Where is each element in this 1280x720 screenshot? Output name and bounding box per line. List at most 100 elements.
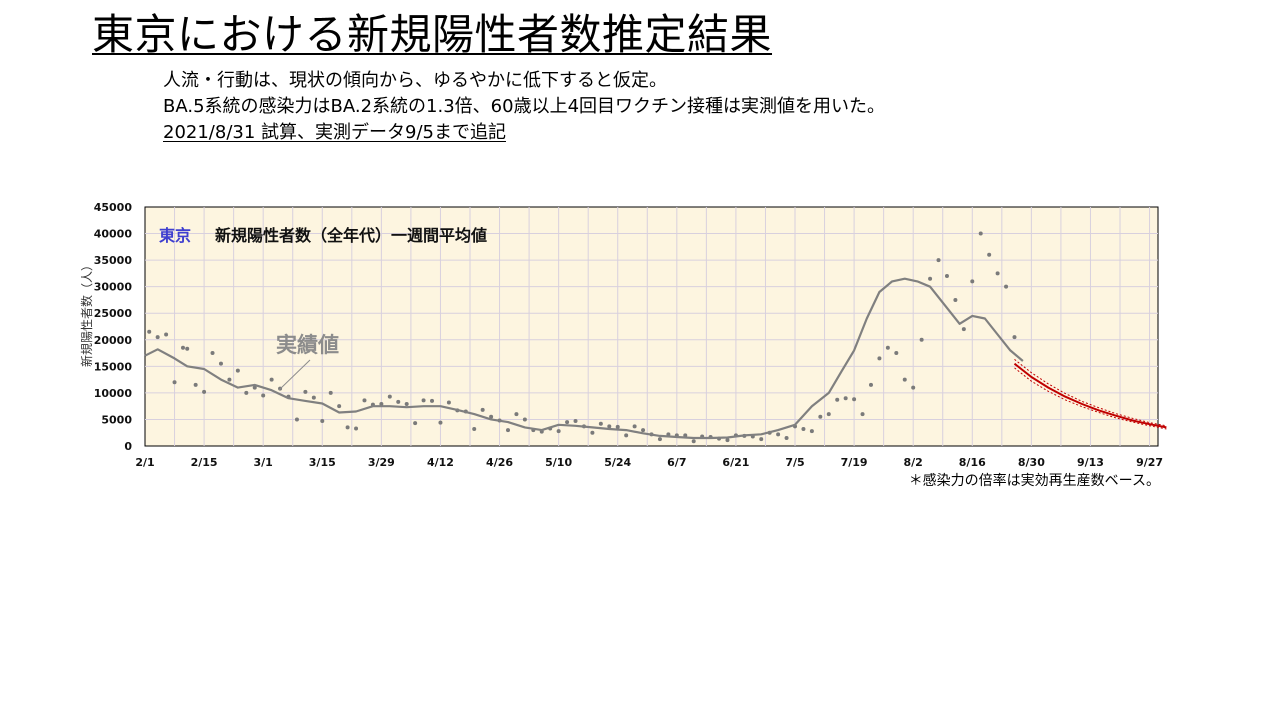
daily-count-point: [180, 345, 185, 350]
daily-count-point: [818, 414, 823, 419]
tokyo-cases-chart: 0 5000 10000 15000 20000 25000 30000 35000 40000…: [79, 201, 1167, 469]
daily-count-point: [835, 397, 840, 402]
daily-count-point: [235, 368, 240, 373]
daily-count-point: [691, 439, 696, 444]
daily-count-point: [759, 437, 764, 442]
daily-count-point: [995, 271, 1000, 276]
daily-count-point: [911, 385, 916, 390]
daily-count-point: [244, 390, 249, 395]
daily-count-point: [446, 400, 451, 405]
daily-count-point: [970, 279, 975, 284]
y-tick-label: 20000: [94, 334, 133, 347]
daily-count-point: [202, 389, 207, 394]
daily-count-point: [164, 332, 169, 337]
daily-count-point: [987, 252, 992, 257]
daily-count-point: [953, 297, 958, 302]
daily-count-point: [936, 258, 941, 263]
daily-count-point: [505, 428, 510, 433]
page-title: 東京における新規陽性者数推定結果: [92, 10, 773, 59]
daily-count-point: [413, 421, 418, 426]
footnote: ＊感染力の倍率は実効再生産数ベース。: [908, 473, 1160, 489]
y-tick-label: 5000: [101, 413, 132, 426]
chart-title: 新規陽性者数（全年代）一週間平均値: [215, 226, 487, 245]
daily-count-point: [269, 377, 274, 382]
daily-count-point: [978, 231, 983, 236]
daily-count-point: [894, 351, 899, 356]
daily-count-point: [172, 380, 177, 385]
x-tick-label: 7/5: [785, 456, 804, 469]
daily-count-point: [252, 385, 257, 390]
gridlines: [145, 207, 1158, 446]
x-tick-label: 6/7: [667, 456, 686, 469]
daily-count-point: [294, 417, 299, 422]
daily-count-point: [590, 430, 595, 435]
daily-count-point: [328, 390, 333, 395]
daily-count-point: [784, 436, 789, 441]
x-tick-label: 5/24: [604, 456, 631, 469]
daily-count-point: [155, 335, 160, 340]
daily-count-point: [641, 428, 646, 433]
daily-count-point: [489, 414, 494, 419]
x-tick-label: 4/26: [486, 456, 513, 469]
daily-count-point: [320, 419, 325, 424]
daily-count-point: [928, 276, 933, 281]
x-tick-label: 7/19: [841, 456, 868, 469]
daily-count-point: [227, 377, 232, 382]
y-tick-label: 40000: [94, 228, 133, 241]
plot-area: [144, 206, 1159, 447]
daily-count-point: [421, 398, 426, 403]
y-tick-label: 25000: [94, 307, 133, 320]
x-tick-label: 6/21: [722, 456, 749, 469]
y-tick-label: 0: [124, 440, 132, 453]
daily-count-point: [362, 398, 367, 403]
x-tick-label: 9/27: [1136, 456, 1163, 469]
x-tick-label: 4/12: [427, 456, 454, 469]
daily-count-point: [1012, 335, 1017, 340]
daily-count-point: [404, 402, 409, 407]
daily-count-point: [885, 345, 890, 350]
daily-count-point: [218, 361, 223, 366]
daily-count-point: [801, 427, 806, 432]
daily-count-point: [919, 337, 924, 342]
region-label: 東京: [159, 226, 191, 245]
daily-count-point: [852, 397, 857, 402]
note-assumption-mobility: 人流・行動は、現状の傾向から、ゆるやかに低下すると仮定。: [163, 70, 667, 91]
daily-count-point: [193, 382, 198, 387]
daily-count-point: [902, 377, 907, 382]
actual-values-annotation: 実績値: [276, 333, 339, 357]
daily-count-point: [556, 429, 561, 434]
annotation-leader-line: [278, 359, 311, 391]
x-tick-label: 5/10: [545, 456, 572, 469]
y-tick-label: 10000: [94, 387, 133, 400]
daily-count-point: [185, 346, 190, 351]
daily-count-point: [944, 274, 949, 279]
daily-count-point: [210, 351, 215, 356]
daily-count-point: [438, 420, 443, 425]
daily-count-point: [147, 329, 152, 334]
daily-count-point: [472, 427, 477, 432]
daily-count-point: [843, 396, 848, 401]
daily-count-point: [657, 437, 662, 442]
daily-count-point: [776, 432, 781, 437]
daily-count-point: [615, 424, 620, 429]
x-tick-label: 3/29: [368, 456, 395, 469]
x-tick-label: 8/30: [1018, 456, 1045, 469]
x-tick-label: 9/13: [1077, 456, 1104, 469]
daily-count-point: [809, 429, 814, 434]
y-tick-label: 15000: [94, 360, 133, 373]
daily-count-point: [522, 417, 527, 422]
daily-count-point: [573, 419, 578, 424]
daily-count-point: [387, 394, 392, 399]
x-tick-label: 3/1: [254, 456, 273, 469]
daily-count-point: [1004, 284, 1009, 289]
daily-count-point: [877, 356, 882, 361]
daily-count-point: [379, 402, 384, 407]
daily-count-point: [354, 426, 359, 431]
y-tick-label: 45000: [94, 201, 133, 214]
daily-count-point: [725, 438, 730, 443]
x-tick-label: 3/15: [309, 456, 336, 469]
daily-count-point: [632, 424, 637, 429]
daily-count-point: [514, 412, 519, 417]
assumption-notes: 人流・行動は、現状の傾向から、ゆるやかに低下すると仮定。 BA.5系統の感染力は…: [163, 68, 885, 146]
daily-count-point: [860, 412, 865, 417]
